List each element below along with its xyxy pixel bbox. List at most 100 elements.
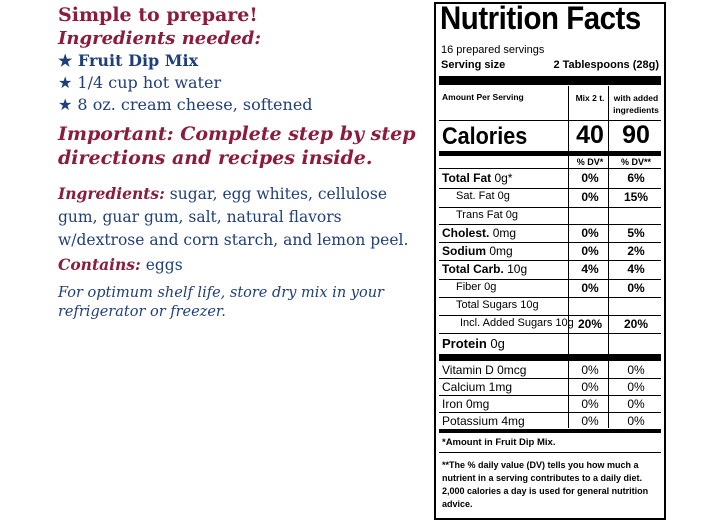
footnote-amount: *Amount in Fruit Dip Mix.: [442, 437, 555, 448]
serving-size-value: 2 Tablespoons (28g): [553, 59, 659, 71]
ingredients-needed-heading: Ingredients needed:: [58, 28, 261, 49]
footnote-amount-product: Fruit Dip Mix.: [495, 437, 556, 448]
nutrient-amount: 10g: [520, 299, 539, 311]
vitamin-dv-mix: 0%: [581, 380, 599, 394]
column-separator: [568, 360, 569, 428]
divider: [439, 297, 661, 298]
nutrient-amount: 0g: [484, 281, 497, 293]
divider: [439, 378, 661, 379]
nutrient-amount: 0mg: [489, 244, 513, 258]
vitamin-dv-added: 0%: [627, 380, 645, 394]
nutrition-facts-panel: Nutrition Facts 16 prepared servings Ser…: [434, 0, 666, 520]
nutrient-label: Incl. Added Sugars: [460, 317, 553, 329]
divider-medium: [439, 151, 661, 156]
nutrient-dv-mix: 0%: [581, 171, 599, 185]
divider: [439, 224, 661, 225]
vitamin-dv-mix: 0%: [581, 397, 599, 411]
vitamin-dv-added: 0%: [627, 363, 645, 377]
divider-thick: [439, 76, 661, 85]
nutrient-amount: 10g: [507, 262, 528, 276]
nutrient-amount: 10g: [555, 317, 574, 329]
needed-item: ★ Fruit Dip Mix: [58, 51, 199, 70]
column-header-added: with added ingredients: [613, 93, 659, 115]
nutrient-dv-added: 5%: [627, 226, 645, 240]
nutrient-label: Sodium: [442, 244, 486, 258]
footnote-daily-value: **The % daily value (DV) tells you how m…: [442, 460, 649, 509]
divider: [439, 207, 661, 208]
nutrient-dv-added: 6%: [627, 171, 645, 185]
needed-item: ★ 8 oz. cream cheese, softened: [58, 95, 313, 114]
ingredients-text: sugar, egg whites, cellulose gum, guar g…: [58, 185, 409, 249]
nutrient-amount: 0g: [490, 336, 505, 351]
nutrient-amount: 0g: [505, 209, 518, 221]
nutrient-label: Protein: [442, 336, 487, 351]
divider: [439, 242, 661, 243]
contains-text: eggs: [145, 256, 183, 274]
nutrient-label: Total Fat: [442, 171, 492, 185]
divider: [439, 168, 661, 169]
vitamin-label: Calcium 1mg: [442, 380, 513, 394]
divider: [439, 333, 661, 334]
footnote-amount-prefix: *Amount in: [442, 437, 496, 448]
nutrient-amount: 0g*: [494, 171, 513, 185]
vitamin-dv-added: 0%: [627, 414, 645, 428]
divider: [439, 412, 661, 413]
divider: [439, 260, 661, 261]
divider: [439, 395, 661, 396]
nutrient-label: Total Sugars: [456, 299, 518, 311]
ingredients-paragraph: Ingredients: sugar, egg whites, cellulos…: [58, 182, 410, 252]
ingredients-label: Ingredients:: [58, 184, 165, 203]
important-note: Important: Complete step by step directi…: [58, 123, 416, 169]
nutrient-label: Trans Fat: [456, 209, 503, 221]
nutrient-label: Total Carb.: [442, 262, 504, 276]
nutrient-dv-added: 2%: [627, 244, 645, 258]
calories-label: Calories: [442, 123, 528, 150]
nutrient-label: Cholest.: [442, 226, 490, 240]
vitamin-dv-mix: 0%: [581, 363, 599, 377]
divider-medium: [439, 429, 661, 433]
nutrient-dv-added: 20%: [623, 317, 649, 331]
nutrient-dv-added: 0%: [627, 281, 645, 295]
nutrition-facts-title: Nutrition Facts: [440, 0, 641, 36]
dv-header-mix: % DV*: [576, 157, 604, 167]
divider: [439, 279, 661, 280]
serving-size-label: Serving size: [441, 59, 506, 71]
nutrient-dv-added: 15%: [623, 190, 649, 204]
column-separator: [568, 86, 569, 380]
vitamin-label: Vitamin D 0mcg: [442, 363, 527, 377]
divider: [439, 315, 661, 316]
nutrient-amount: 0mg: [492, 226, 517, 240]
divider: [439, 120, 661, 121]
needed-items-list: ★ Fruit Dip Mix ★ 1/4 cup hot water ★ 8 …: [58, 50, 313, 116]
calories-mix-value: 40: [576, 121, 604, 149]
vitamin-dv-mix: 0%: [581, 414, 599, 428]
nutrient-dv-mix: 0%: [581, 190, 599, 204]
servings-count: 16 prepared servings: [441, 44, 545, 56]
nutrient-amount: 0g: [497, 190, 510, 202]
nutrient-label: Sat. Fat: [456, 190, 495, 202]
nutrient-dv-mix: 20%: [577, 317, 603, 331]
vitamin-dv-added: 0%: [627, 397, 645, 411]
nutrient-dv-mix: 0%: [581, 244, 599, 258]
vitamin-label: Iron 0mg: [442, 397, 490, 411]
calories-added-value: 90: [622, 121, 650, 149]
nutrient-dv-mix: 0%: [581, 281, 599, 295]
vitamin-label: Potassium 4mg: [442, 414, 525, 428]
column-header-mix: Mix 2 t.: [575, 93, 605, 103]
divider: [439, 452, 661, 453]
storage-note: For optimum shelf life, store dry mix in…: [58, 285, 384, 320]
contains-line: Contains: eggs: [58, 255, 183, 274]
contains-label: Contains:: [58, 255, 141, 274]
nutrient-dv-mix: 0%: [581, 226, 599, 240]
needed-item: ★ 1/4 cup hot water: [58, 73, 222, 92]
simple-to-prepare-heading: Simple to prepare!: [58, 4, 258, 26]
nutrient-dv-mix: 4%: [581, 262, 599, 276]
column-separator: [608, 86, 609, 380]
column-separator: [608, 360, 609, 428]
serving-size-row: Serving size 2 Tablespoons (28g): [441, 59, 659, 71]
nutrient-label: Fiber: [456, 281, 482, 293]
nutrient-dv-added: 4%: [627, 262, 645, 276]
divider: [439, 188, 661, 189]
dv-header-added: % DV**: [620, 157, 651, 167]
divider-thick: [439, 354, 661, 361]
